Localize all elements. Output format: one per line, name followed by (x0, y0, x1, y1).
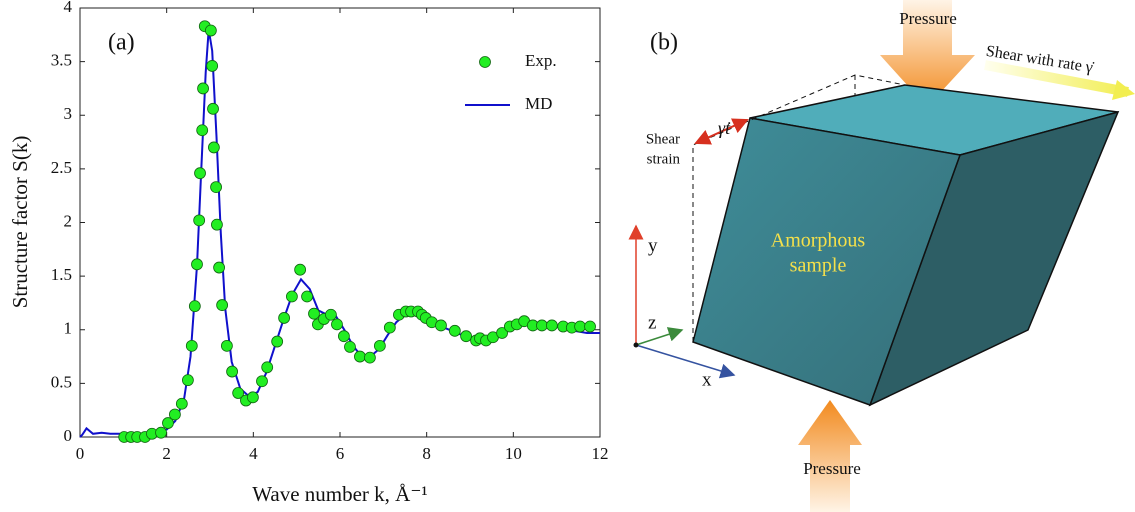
exp-point (448, 324, 461, 337)
exp-point (185, 339, 198, 352)
exp-point (324, 308, 337, 321)
axis-label: x (702, 369, 712, 390)
exp-point (226, 365, 239, 378)
exp-point (574, 320, 586, 333)
exp-point (181, 374, 194, 387)
x-tick-label: 10 (505, 444, 522, 463)
exp-point (216, 299, 229, 311)
legend-marker (479, 56, 491, 68)
exp-point (435, 319, 447, 332)
sample-label: sample (790, 255, 847, 277)
exp-point (232, 387, 245, 399)
original-outline (692, 74, 906, 342)
plot-frame (79, 7, 601, 438)
x-tick-label: 4 (249, 444, 258, 463)
exp-point (383, 321, 396, 334)
y-tick-label: 4 (64, 0, 73, 16)
x-tick-label: 8 (422, 444, 431, 463)
axis-label: z (648, 312, 656, 333)
exp-point (256, 375, 268, 388)
md-line (79, 29, 600, 438)
exp-point (363, 351, 376, 364)
exp-point (197, 82, 209, 95)
exp-point (193, 214, 206, 227)
exp-point (278, 312, 291, 324)
exp-point (546, 319, 558, 332)
box-front (692, 117, 962, 406)
exp-point (496, 327, 508, 339)
y-tick-label: 2 (64, 211, 73, 230)
pressure-label: Pressure (899, 9, 957, 28)
exp-point (155, 426, 167, 439)
chart-a: (a) Wave number k, Å⁻¹ Structure factor … (8, 0, 609, 506)
x-tick-label: 2 (162, 444, 171, 463)
legend-label: Exp. (525, 51, 557, 70)
exp-point (162, 417, 174, 429)
x-tick-label: 0 (76, 444, 85, 463)
exp-point (207, 141, 220, 154)
exp-point (211, 218, 223, 231)
exp-point (584, 320, 596, 333)
sample-label: Amorphous (771, 230, 866, 252)
shear-arrow (984, 60, 1129, 97)
pressure-arrow (798, 400, 862, 512)
exp-point (207, 102, 219, 115)
shear-strain-label: Shear (646, 131, 680, 147)
exp-point (337, 330, 350, 343)
shear-strain-label: strain (647, 151, 681, 167)
exp-point (261, 361, 274, 374)
x-tick-label: 12 (592, 444, 609, 463)
exp-point (285, 290, 298, 303)
y-tick-label: 2.5 (51, 158, 72, 177)
x-tick-label: 6 (336, 444, 345, 463)
y-tick-label: 3 (64, 104, 73, 123)
origin (633, 342, 639, 348)
legend-label: MD (525, 94, 552, 113)
y-axis-label: Structure factor S(k) (8, 136, 32, 309)
axis-label: y (648, 235, 658, 256)
y-tick-label: 1.5 (51, 265, 72, 284)
exp-point (331, 318, 343, 331)
exp-point (206, 60, 219, 72)
y-tick-label: 0 (64, 426, 73, 445)
exp-point (196, 124, 209, 137)
y-tick-label: 0.5 (51, 372, 72, 391)
x-axis-arrow (635, 344, 736, 379)
pressure-label: Pressure (803, 459, 861, 478)
strain-symbol: γ̇t (718, 118, 731, 138)
exp-point (175, 397, 188, 410)
diagram-b: (b) Pressure γ̇t Shear strain Amorphous … (628, 0, 1135, 512)
exp-point (536, 319, 548, 332)
y-tick-label: 3.5 (51, 51, 72, 70)
exp-point (354, 350, 366, 363)
exp-point (188, 300, 201, 313)
exp-point (373, 339, 386, 352)
exp-point (194, 167, 206, 180)
exp-point (191, 258, 203, 271)
pressure-arrow (880, 0, 975, 107)
exp-point (271, 335, 284, 348)
exp-point (213, 261, 226, 274)
exp-point (460, 330, 473, 343)
y-tick-label: 1 (64, 319, 73, 338)
exp-point (220, 339, 233, 352)
exp-point (294, 263, 307, 276)
panel-label: (a) (108, 30, 135, 56)
x-axis-label: Wave number k, Å⁻¹ (252, 482, 427, 506)
shear-arrow-head (1112, 80, 1135, 100)
exp-point (344, 341, 356, 353)
exp-point (210, 181, 222, 194)
strain-arrow (694, 118, 749, 145)
exp-point (168, 408, 181, 421)
panel-label: (b) (650, 30, 678, 56)
z-axis-arrow (635, 327, 684, 346)
exp-point (204, 24, 217, 37)
exp-point (301, 290, 313, 303)
exp-point (308, 307, 320, 320)
exp-point (246, 391, 259, 404)
